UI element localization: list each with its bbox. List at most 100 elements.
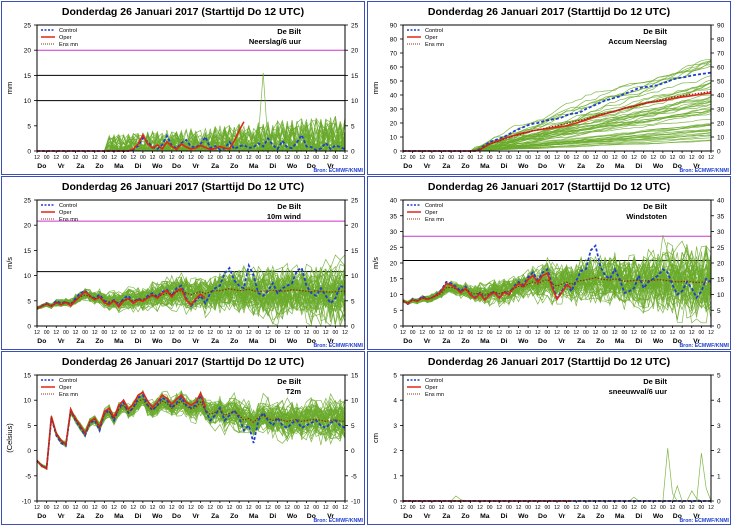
x-day-label: Di — [501, 338, 508, 345]
x-hour-label: 12 — [265, 330, 271, 336]
y-tick-label: 25 — [390, 245, 398, 252]
y-tick-label: 20 — [390, 261, 398, 268]
x-hour-label: 12 — [708, 505, 714, 511]
x-day-label: Ma — [114, 513, 124, 520]
x-hour-label: 12 — [516, 505, 522, 511]
x-day-label: Wo — [518, 338, 528, 345]
x-hour-label: 00 — [410, 505, 416, 511]
x-day-label: Ma — [249, 163, 259, 170]
x-hour-label: 00 — [313, 155, 319, 161]
x-hour-label: 00 — [101, 330, 107, 336]
x-hour-label: 00 — [525, 330, 531, 336]
y-tick-label-right: 10 — [351, 273, 359, 280]
x-hour-label: 12 — [458, 155, 464, 161]
y-tick-label-right: 20 — [717, 121, 725, 128]
x-hour-label: 00 — [198, 505, 204, 511]
variable-label: Accum Neerslag — [608, 37, 667, 46]
y-axis-label: m/s — [371, 257, 380, 269]
source-label: Bron: ECMWF/KNMI — [679, 168, 729, 174]
x-hour-label: 12 — [554, 155, 560, 161]
x-hour-label: 12 — [573, 330, 579, 336]
x-hour-label: 12 — [130, 505, 136, 511]
y-tick-label: 30 — [390, 229, 398, 236]
y-tick-label-right: 20 — [351, 48, 359, 55]
x-hour-label: 12 — [304, 505, 310, 511]
x-hour-label: 00 — [506, 505, 512, 511]
x-day-label: Di — [269, 513, 276, 520]
chart-svg: Donderdag 26 Januari 2017 (Starttijd Do … — [367, 1, 731, 175]
x-day-label: Ma — [615, 513, 625, 520]
x-day-label: Zo — [596, 163, 604, 170]
x-hour-label: 00 — [429, 330, 435, 336]
legend-ensmean-label: Ens mn — [425, 392, 444, 398]
x-hour-label: 12 — [304, 330, 310, 336]
x-hour-label: 12 — [708, 155, 714, 161]
y-tick-label-right: 25 — [717, 245, 725, 252]
x-hour-label: 00 — [217, 505, 223, 511]
x-day-label: Za — [577, 338, 585, 345]
x-hour-label: 12 — [34, 330, 40, 336]
x-hour-label: 12 — [400, 505, 406, 511]
x-hour-label: 00 — [544, 155, 550, 161]
x-hour-label: 12 — [593, 155, 599, 161]
x-day-label: Do — [307, 163, 316, 170]
x-hour-label: 00 — [660, 330, 666, 336]
x-hour-label: 12 — [265, 155, 271, 161]
x-hour-label: 00 — [525, 155, 531, 161]
y-tick-label-right: 20 — [717, 261, 725, 268]
x-hour-label: 12 — [612, 155, 618, 161]
y-tick-label: 15 — [24, 248, 32, 255]
source-label: Bron: ECMWF/KNMI — [679, 518, 729, 524]
y-tick-label-right: 10 — [717, 292, 725, 299]
legend-control-label: Control — [59, 378, 77, 384]
x-hour-label: 12 — [130, 330, 136, 336]
x-hour-label: 12 — [169, 505, 175, 511]
x-hour-label: 00 — [140, 330, 146, 336]
x-hour-label: 12 — [169, 155, 175, 161]
x-day-label: Di — [501, 513, 508, 520]
x-day-label: Vr — [693, 513, 700, 520]
x-day-label: Ma — [480, 513, 490, 520]
x-day-label: Za — [211, 513, 219, 520]
x-hour-label: 00 — [198, 330, 204, 336]
x-hour-label: 12 — [73, 505, 79, 511]
x-hour-label: 12 — [284, 505, 290, 511]
x-hour-label: 12 — [150, 505, 156, 511]
y-tick-label-right: 50 — [717, 79, 725, 86]
x-hour-label: 00 — [294, 155, 300, 161]
panel-frame — [1, 176, 365, 350]
x-hour-label: 00 — [178, 330, 184, 336]
x-hour-label: 12 — [227, 330, 233, 336]
y-tick-label-right: 25 — [351, 198, 359, 205]
x-day-label: Di — [269, 163, 276, 170]
y-tick-label: 70 — [390, 51, 398, 58]
x-day-label: Vr — [558, 338, 565, 345]
x-hour-label: 00 — [255, 330, 261, 336]
x-hour-label: 00 — [679, 330, 685, 336]
y-tick-label: 25 — [24, 198, 32, 205]
y-tick-label: 10 — [24, 398, 32, 405]
x-day-label: Vr — [693, 338, 700, 345]
x-day-label: Di — [135, 163, 142, 170]
x-hour-label: 00 — [236, 505, 242, 511]
x-day-label: Za — [442, 338, 450, 345]
y-tick-label: 50 — [390, 79, 398, 86]
x-hour-label: 12 — [689, 155, 695, 161]
x-hour-label: 00 — [332, 155, 338, 161]
x-hour-label: 00 — [82, 330, 88, 336]
x-hour-label: 12 — [612, 505, 618, 511]
x-hour-label: 12 — [323, 330, 329, 336]
y-tick-label-right: 5 — [717, 373, 721, 380]
y-tick-label-right: 70 — [717, 51, 725, 58]
y-tick-label-right: 2 — [717, 448, 721, 455]
x-hour-label: 00 — [641, 155, 647, 161]
x-hour-label: 12 — [323, 155, 329, 161]
chart-title: Donderdag 26 Januari 2017 (Starttijd Do … — [62, 356, 304, 368]
x-day-label: Za — [76, 338, 84, 345]
x-hour-label: 12 — [188, 155, 194, 161]
x-hour-label: 12 — [496, 330, 502, 336]
x-day-label: Za — [577, 163, 585, 170]
series-ensmean-line — [402, 276, 712, 304]
